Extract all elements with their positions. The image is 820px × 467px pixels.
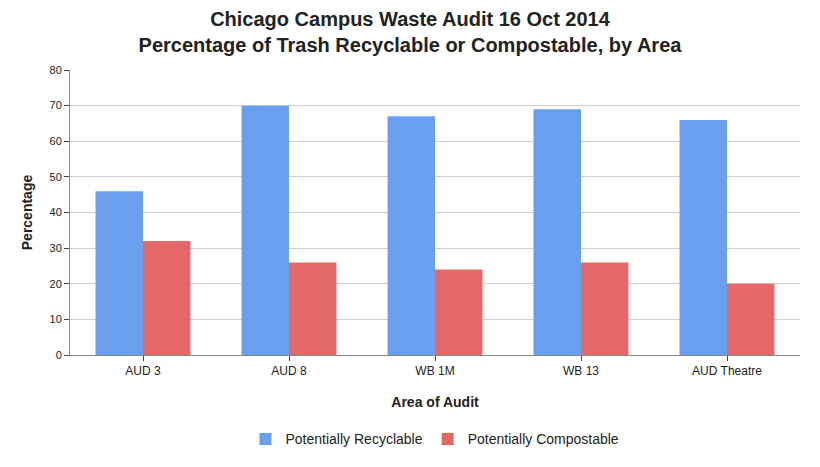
svg-text:70: 70 xyxy=(50,99,62,111)
svg-text:20: 20 xyxy=(50,278,62,290)
svg-text:Potentially Compostable: Potentially Compostable xyxy=(468,431,619,447)
svg-text:Potentially Recyclable: Potentially Recyclable xyxy=(286,431,423,447)
svg-text:50: 50 xyxy=(50,171,62,183)
svg-text:40: 40 xyxy=(50,206,62,218)
svg-text:AUD 3: AUD 3 xyxy=(125,364,161,378)
svg-text:Area of Audit: Area of Audit xyxy=(391,394,479,410)
svg-text:AUD 8: AUD 8 xyxy=(271,364,307,378)
svg-text:60: 60 xyxy=(50,135,62,147)
svg-text:WB 1M: WB 1M xyxy=(415,364,454,378)
svg-text:80: 80 xyxy=(50,64,62,76)
svg-text:0: 0 xyxy=(56,349,62,361)
svg-text:Chicago Campus Waste Audit 16: Chicago Campus Waste Audit 16 Oct 2014Pe… xyxy=(139,8,683,56)
svg-text:10: 10 xyxy=(50,313,62,325)
svg-text:30: 30 xyxy=(50,242,62,254)
svg-text:Percentage: Percentage xyxy=(19,175,35,251)
svg-text:WB 13: WB 13 xyxy=(563,364,599,378)
svg-text:AUD Theatre: AUD Theatre xyxy=(692,364,762,378)
